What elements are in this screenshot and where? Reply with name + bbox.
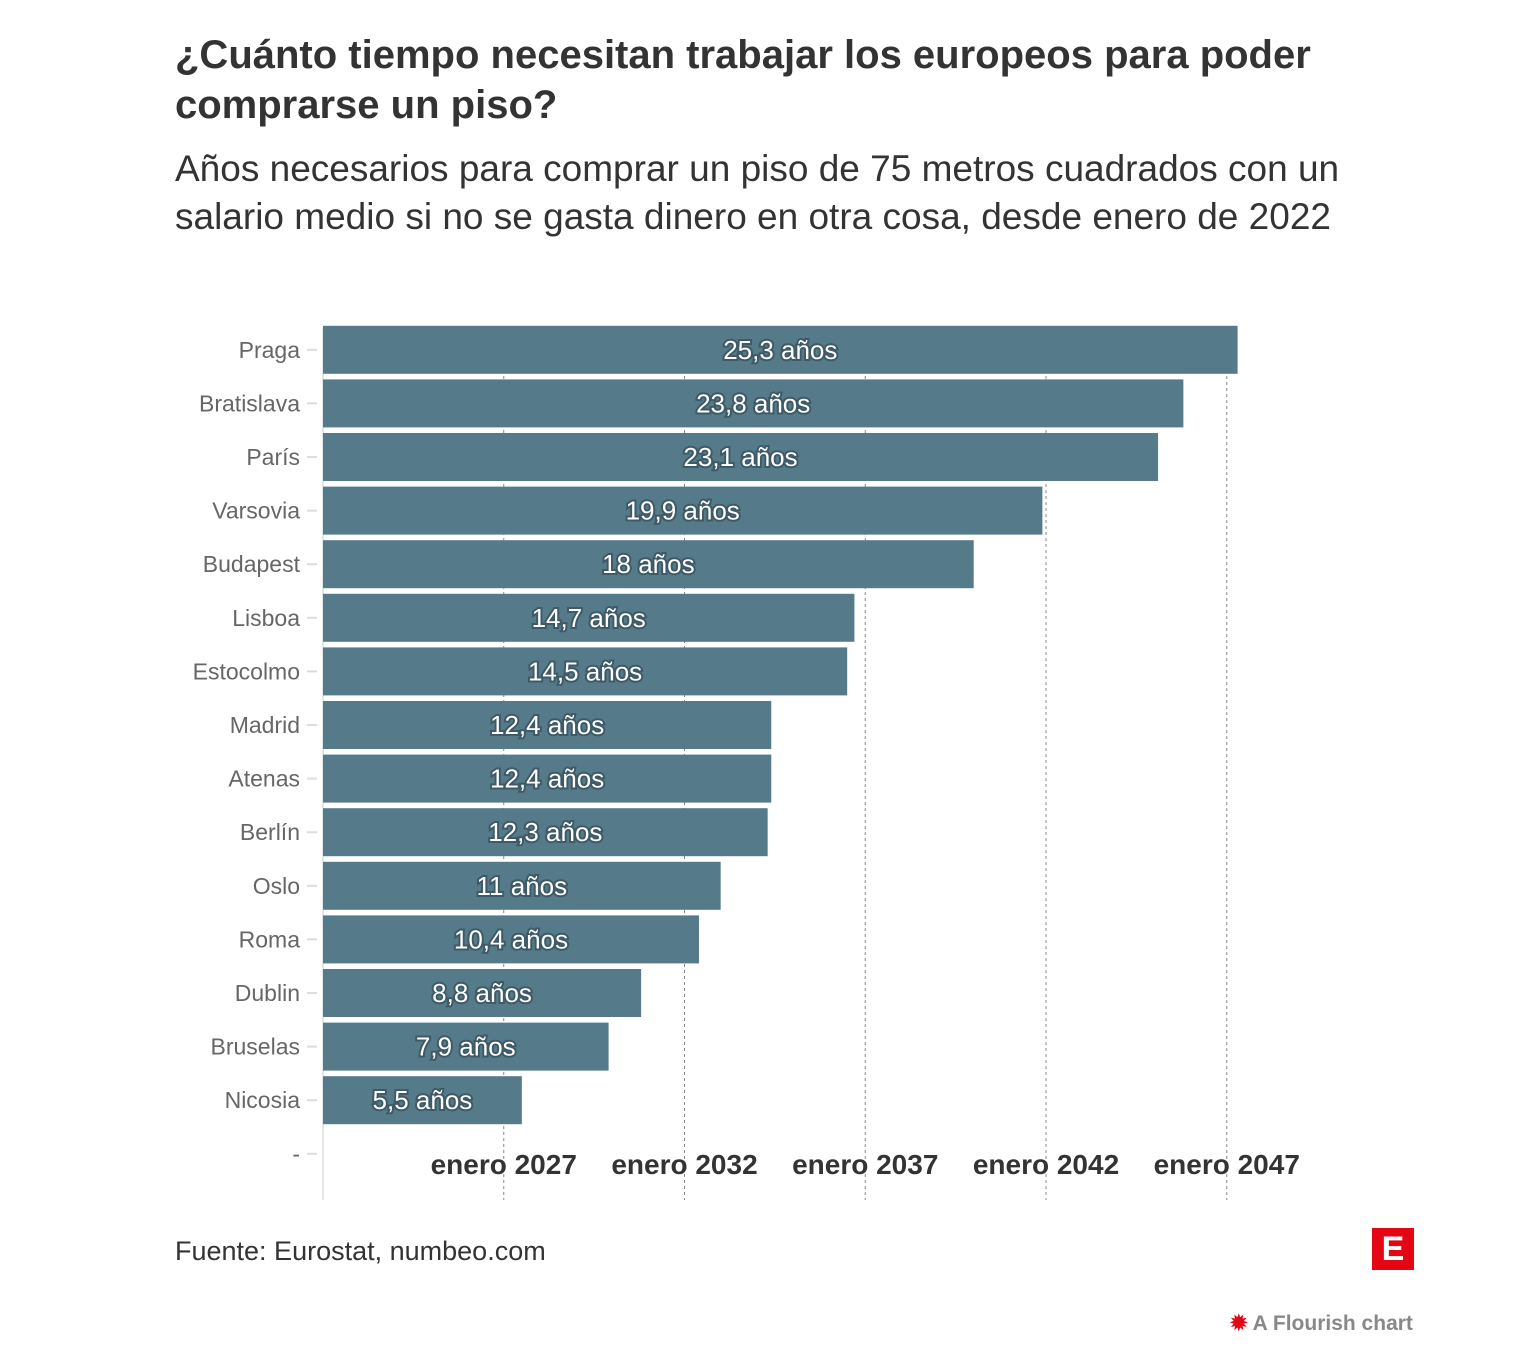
source-note: Fuente: Eurostat, numbeo.com — [175, 1236, 546, 1266]
bar-value-label: 12,4 años — [490, 710, 604, 740]
bar-chart: enero 2027 enero 2032 enero 2037 enero 2042… — [193, 325, 1300, 1200]
bar-value-label: 7,9 años — [416, 1032, 516, 1062]
category-label: Oslo — [253, 873, 300, 899]
category-label: París — [246, 444, 300, 470]
bar-value-label: 12,3 años — [488, 817, 602, 847]
bar — [323, 647, 848, 696]
chart-title: ¿Cuánto tiempo necesitan trabajar los eu… — [175, 33, 1311, 127]
x-tick-label: enero 2037 — [792, 1149, 938, 1180]
category-label: Estocolmo — [193, 658, 300, 684]
category-label: Praga — [239, 337, 301, 363]
category-label: Madrid — [230, 712, 300, 738]
category-label: Atenas — [228, 766, 300, 792]
flourish-credit[interactable]: ✹ A Flourish chart — [1230, 1311, 1413, 1336]
bar-value-label: 11 años — [477, 871, 568, 901]
bar-value-label: 12,4 años — [490, 764, 604, 794]
bar — [323, 325, 1238, 374]
bar — [323, 1022, 609, 1071]
category-label: Budapest — [203, 551, 301, 577]
bar — [323, 433, 1159, 481]
category-label: Bratislava — [199, 390, 300, 416]
category-label: Bruselas — [211, 1034, 300, 1060]
category-label: Varsovia — [212, 498, 300, 524]
bar — [323, 379, 1184, 428]
x-tick-label: enero 2032 — [611, 1149, 757, 1180]
bar-value-label: 10,4 años — [454, 924, 568, 954]
bar-value-label: 25,3 años — [723, 335, 837, 365]
bar-value-label: 23,8 años — [696, 388, 810, 418]
bar-value-label: 8,8 años — [432, 978, 532, 1008]
category-label: - — [292, 1141, 300, 1167]
bar-value-label: 23,1 años — [683, 442, 797, 472]
category-label: Roma — [239, 926, 301, 952]
bar — [323, 486, 1043, 535]
bar — [323, 969, 642, 1017]
bar — [323, 540, 974, 589]
bar-value-label: 19,9 años — [626, 496, 740, 526]
chart-subtitle: Años necesarios para comprar un piso de … — [175, 148, 1340, 237]
category-label: Lisboa — [232, 605, 300, 631]
category-label: Dublin — [235, 980, 300, 1006]
bar-value-label: 18 años — [602, 549, 695, 579]
category-label: Nicosia — [225, 1087, 301, 1113]
x-tick-label: enero 2027 — [431, 1149, 577, 1180]
publisher-logo: E — [1372, 1228, 1414, 1270]
bar — [323, 754, 772, 803]
bar — [323, 808, 768, 857]
flourish-star-icon: ✹ — [1230, 1312, 1248, 1335]
bar-value-label: 5,5 años — [373, 1085, 473, 1115]
bar — [323, 1076, 522, 1125]
bar — [323, 593, 855, 642]
bar-value-label: 14,5 años — [528, 656, 642, 686]
bar-value-label: 14,7 años — [532, 603, 646, 633]
bar — [323, 915, 699, 964]
bar — [323, 701, 772, 749]
flourish-credit-text: A Flourish chart — [1252, 1312, 1413, 1335]
x-tick-label: enero 2042 — [973, 1149, 1119, 1180]
category-label: Berlín — [240, 819, 300, 845]
x-tick-label: enero 2047 — [1154, 1149, 1300, 1180]
bar — [323, 861, 721, 910]
